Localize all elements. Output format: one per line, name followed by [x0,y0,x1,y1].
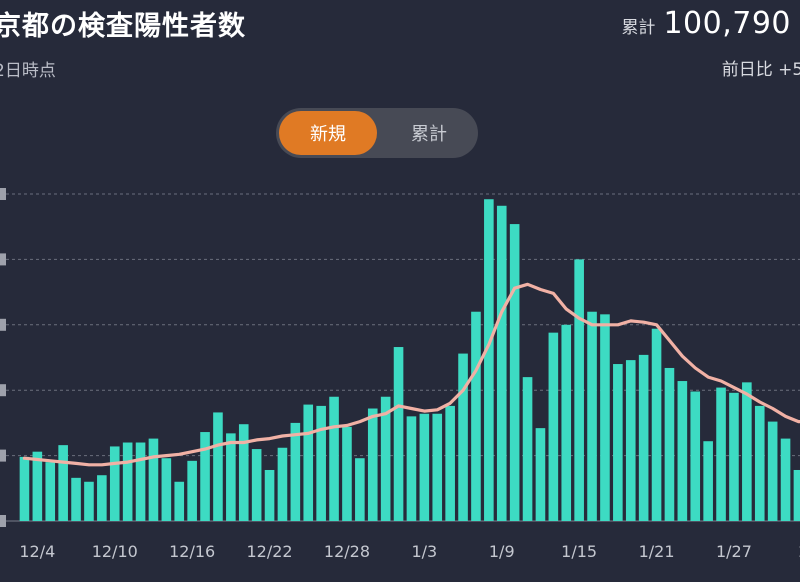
y-tick-mark [0,253,6,266]
bar [32,451,43,521]
y-tick-mark [0,449,6,462]
y-tick-mark [0,384,6,397]
bar [780,438,791,521]
total-label: 累計 [621,18,656,38]
y-tick-mark [0,515,6,527]
bar [264,469,275,521]
toggle-cumulative-button[interactable]: 累計 [411,124,447,145]
bar [613,364,623,521]
total-value: 100,790 [663,6,791,41]
bar [109,446,120,521]
x-tick-label: 1/21 [639,542,675,561]
diff-value: +55 [778,60,800,80]
bar [484,199,494,521]
cumulative-total: 累計 100,790 名 [621,6,800,41]
bar [522,377,533,521]
x-tick-label: 12/10 [92,542,138,561]
bar [509,224,520,522]
y-tick-mark [0,188,6,200]
bar [71,477,81,521]
bar [754,405,765,521]
bar [290,422,301,521]
bar [45,462,56,521]
bar [148,438,159,521]
bar [677,381,688,521]
bar [716,387,726,521]
bar [187,460,197,521]
bar [574,259,584,521]
bar [213,412,223,521]
bar [316,405,326,521]
bar [174,481,185,521]
bar [393,347,404,521]
x-tick-label: 12/4 [19,542,55,561]
bar [329,396,339,521]
timestamp: 2日時点 [0,61,56,81]
bar [638,354,649,521]
y-tick-mark [0,318,6,331]
x-tick-label: 2/2 [798,542,800,561]
bar [161,458,172,521]
view-toggle: 新規 累計 [276,108,478,158]
bar [690,391,701,521]
x-tick-label: 1/3 [411,542,437,561]
bar [445,405,455,521]
bar [471,311,481,521]
bar [458,353,468,521]
bar [84,481,94,521]
bar [303,404,314,521]
bar [238,424,249,521]
bar [496,205,507,521]
bar [432,413,443,521]
toggle-new-button[interactable]: 新規 [279,111,377,155]
bar [355,458,365,521]
bar [200,432,210,521]
bar [367,408,378,521]
bar [251,449,262,521]
day-over-day: 前日比 +55 [722,55,800,80]
moving-average-line [22,282,800,467]
bar [535,428,546,521]
bar [277,447,288,521]
bar [135,442,146,521]
bar [97,475,107,521]
x-tick-label: 12/22 [246,542,292,561]
bar [703,441,713,521]
bar [419,413,430,521]
bar [600,314,610,521]
diff-label: 前日比 [721,60,773,80]
bar [793,469,800,521]
bar [561,324,572,521]
bar [342,426,352,521]
bar [664,367,675,521]
bar [58,445,68,521]
bar [742,382,752,521]
bar [122,442,133,521]
bar [19,456,30,521]
bar [767,421,778,521]
bar [548,332,559,521]
bar [587,311,597,521]
x-tick-label: 1/9 [489,542,515,561]
x-tick-label: 1/15 [561,542,597,561]
page-title: 京都の検査陽性者数 [0,11,246,42]
x-tick-label: 12/16 [169,542,215,561]
bar [406,416,417,521]
bar [380,396,391,521]
bar [226,433,236,521]
x-tick-label: 12/28 [324,542,370,561]
bar [625,360,636,521]
bar [651,328,662,521]
x-tick-label: 1/27 [716,542,752,561]
bar [729,392,739,521]
